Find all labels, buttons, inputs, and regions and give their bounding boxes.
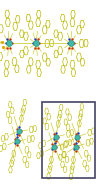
- Point: [56, 139, 57, 142]
- Point: [35, 42, 37, 45]
- Point: [54, 141, 55, 144]
- Point: [7, 37, 8, 40]
- Point: [53, 145, 55, 148]
- Point: [16, 143, 18, 146]
- Point: [38, 42, 40, 45]
- Point: [75, 133, 76, 136]
- Point: [57, 135, 59, 138]
- Point: [16, 127, 18, 130]
- Point: [55, 135, 57, 138]
- Point: [51, 148, 53, 151]
- Point: [54, 149, 55, 152]
- Point: [19, 134, 20, 137]
- Point: [71, 47, 73, 50]
- Point: [77, 145, 79, 148]
- Point: [51, 143, 53, 146]
- Point: [79, 135, 80, 138]
- Point: [16, 132, 18, 135]
- Point: [53, 133, 55, 136]
- Point: [68, 37, 70, 40]
- Point: [8, 42, 10, 45]
- Point: [1, 40, 3, 43]
- Point: [37, 47, 39, 50]
- Point: [76, 135, 78, 138]
- Point: [73, 143, 75, 146]
- Point: [73, 148, 75, 151]
- Point: [70, 42, 71, 45]
- Point: [14, 137, 16, 140]
- Point: [75, 138, 76, 141]
- Point: [55, 145, 57, 148]
- Point: [14, 142, 16, 145]
- Point: [34, 37, 36, 40]
- Point: [16, 136, 18, 139]
- Point: [67, 42, 68, 45]
- Point: [71, 37, 73, 40]
- Point: [18, 139, 20, 143]
- Point: [56, 131, 57, 134]
- Point: [37, 37, 39, 40]
- Point: [33, 42, 34, 45]
- Bar: [42, 102, 95, 178]
- Point: [75, 145, 76, 148]
- Point: [10, 47, 11, 50]
- Point: [20, 130, 22, 133]
- Point: [73, 42, 74, 45]
- Point: [10, 37, 11, 40]
- Point: [77, 139, 79, 142]
- Point: [2, 46, 4, 49]
- Point: [19, 126, 20, 129]
- Point: [5, 42, 7, 45]
- Point: [68, 47, 70, 50]
- Point: [76, 149, 77, 152]
- Point: [7, 47, 8, 50]
- Point: [18, 130, 20, 133]
- Point: [77, 131, 79, 134]
- Point: [76, 141, 77, 144]
- Point: [11, 42, 13, 45]
- Point: [16, 139, 17, 143]
- Point: [53, 138, 55, 141]
- Point: [34, 47, 36, 50]
